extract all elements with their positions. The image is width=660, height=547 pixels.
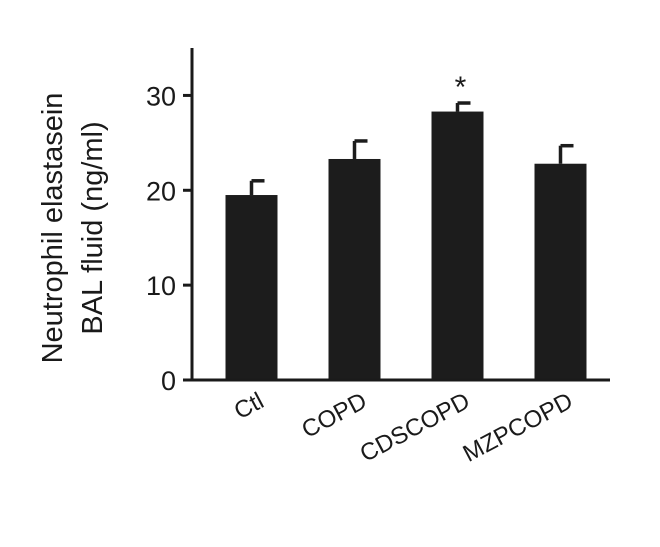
bar-copd — [328, 158, 381, 380]
y-axis-label: Neutrophil elastasein BAL fluid (ng/ml) — [37, 93, 109, 364]
y-tick-label: 10 — [146, 271, 176, 301]
y-axis-label-line-2: BAL fluid (ng/ml) — [77, 121, 109, 334]
annotations: * — [455, 71, 467, 104]
y-tick-label: 20 — [146, 176, 176, 206]
bars — [225, 111, 587, 380]
bar-mzpcopd — [534, 163, 587, 380]
y-axis-ticks: 0 10 20 30 — [146, 81, 192, 396]
y-tick-label: 30 — [146, 81, 176, 111]
category-label-copd: COPD — [297, 387, 371, 443]
bar-cdscopd — [431, 111, 484, 380]
category-label-ctl: Ctl — [230, 387, 269, 425]
significance-asterisk: * — [455, 71, 467, 104]
y-tick-label: 0 — [161, 366, 176, 396]
error-bars — [249, 101, 574, 196]
category-label-cdscopd: CDSCOPD — [356, 387, 475, 467]
category-label-mzpcopd: MZPCOPD — [459, 387, 578, 467]
bar-ctl — [225, 195, 278, 380]
y-axis-label-line-1: Neutrophil elastasein — [37, 93, 69, 364]
axes — [190, 48, 610, 382]
